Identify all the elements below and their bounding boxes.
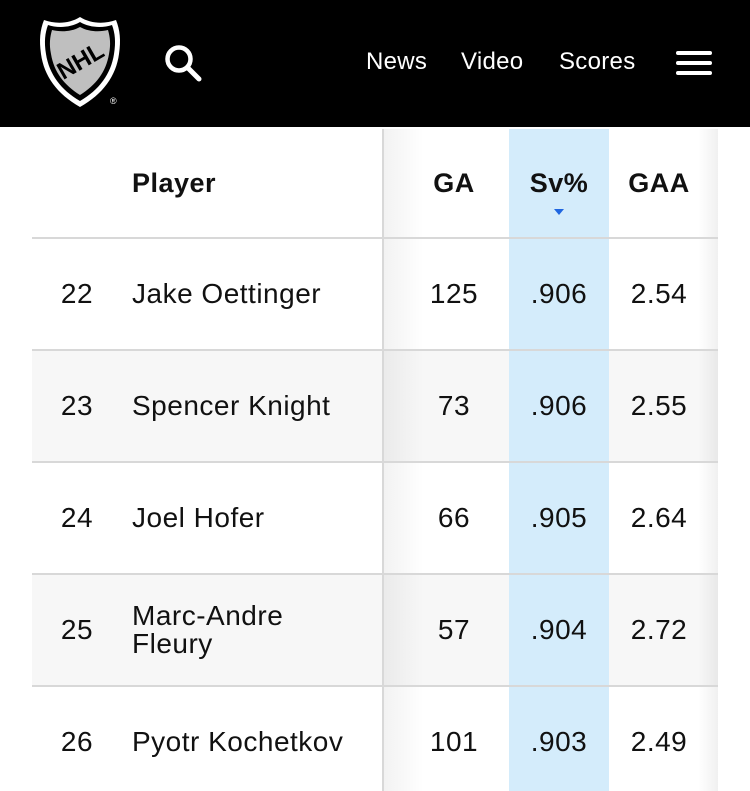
ga-cell: 125 — [429, 278, 479, 309]
column-header-sv-pct[interactable]: Sv% — [509, 129, 609, 237]
table-row[interactable]: 23 Spencer Knight 73 .906 2.55 — [32, 351, 718, 463]
ga-cell: 73 — [437, 390, 471, 421]
player-name-link[interactable]: Spencer Knight — [132, 390, 331, 421]
gaa-cell: 2.55 — [630, 390, 688, 421]
nhl-logo[interactable]: NHL — [37, 14, 123, 110]
rank-cell: 22 — [60, 278, 94, 309]
player-name-link[interactable]: Pyotr Kochetkov — [132, 726, 344, 757]
table-row[interactable]: 25 Marc-Andre Fleury 57 .904 2.72 — [32, 575, 718, 687]
nav-video-link[interactable]: Video — [461, 48, 524, 75]
gaa-cell: 2.64 — [630, 502, 688, 533]
table-row[interactable]: 24 Joel Hofer 66 .905 2.64 — [32, 463, 718, 575]
gaa-cell: 2.72 — [630, 614, 688, 645]
gaa-cell: 2.49 — [630, 726, 688, 757]
ga-cell: 57 — [437, 614, 471, 645]
rank-cell: 25 — [60, 614, 94, 645]
registered-mark: ® — [110, 96, 117, 106]
nav-news-link[interactable]: News — [366, 48, 428, 75]
ga-cell: 66 — [437, 502, 471, 533]
ga-cell: 101 — [429, 726, 479, 757]
player-name-link[interactable]: Marc-Andre Fleury — [132, 600, 284, 659]
table-header-row: Player GA Sv% GAA — [32, 129, 718, 239]
column-header-rank — [32, 129, 122, 237]
rank-cell: 24 — [60, 502, 94, 533]
column-divider — [382, 129, 384, 237]
table-row[interactable]: 22 Jake Oettinger 125 .906 2.54 — [32, 239, 718, 351]
sv-pct-cell: .906 — [509, 351, 609, 461]
table-row[interactable]: 26 Pyotr Kochetkov 101 .903 2.49 — [32, 687, 718, 791]
sv-pct-cell: .903 — [509, 687, 609, 791]
rank-cell: 26 — [60, 726, 94, 757]
player-name-link[interactable]: Jake Oettinger — [132, 278, 322, 309]
top-navigation-bar: NHL ® News Video Scores — [0, 0, 750, 127]
sv-pct-cell: .904 — [509, 575, 609, 685]
rank-cell: 23 — [60, 390, 94, 421]
goalie-stats-table: Player GA Sv% GAA 22 Jake Oettinger 125 … — [32, 129, 718, 791]
column-header-ga[interactable]: GA — [433, 167, 475, 198]
search-icon[interactable] — [163, 43, 203, 83]
sort-descending-icon — [554, 209, 564, 215]
hamburger-menu-icon[interactable] — [674, 48, 714, 78]
player-name-link[interactable]: Joel Hofer — [132, 502, 265, 533]
gaa-cell: 2.54 — [630, 278, 688, 309]
column-header-player[interactable]: Player — [132, 168, 217, 198]
sv-pct-cell: .905 — [509, 463, 609, 573]
sv-pct-cell: .906 — [509, 239, 609, 349]
nav-scores-link[interactable]: Scores — [559, 48, 636, 75]
column-header-gaa[interactable]: GAA — [628, 167, 690, 198]
